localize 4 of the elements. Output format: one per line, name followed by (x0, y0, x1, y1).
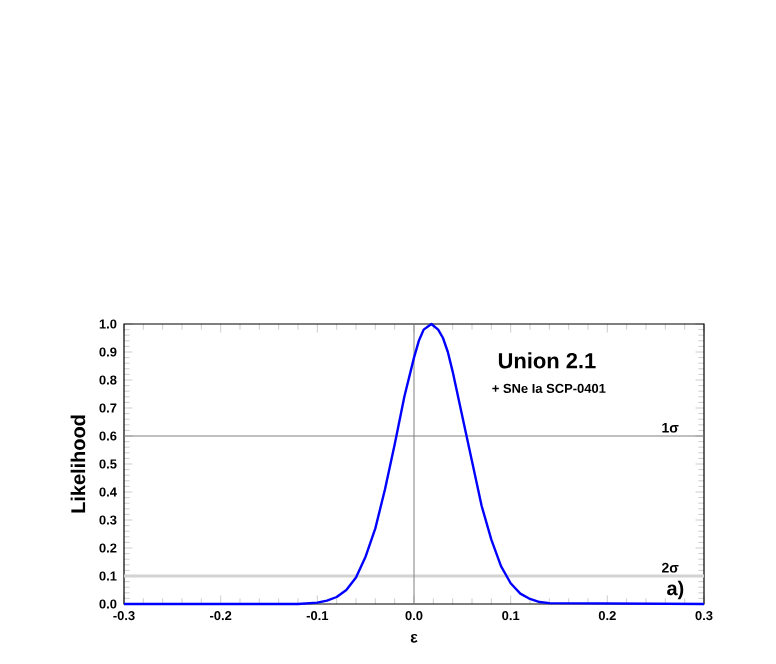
y-axis-title: Likelihood (70, 415, 86, 513)
annotation: Union 2.1 (498, 352, 596, 369)
annotation: a) (667, 580, 684, 600)
line-series (122, 322, 706, 606)
